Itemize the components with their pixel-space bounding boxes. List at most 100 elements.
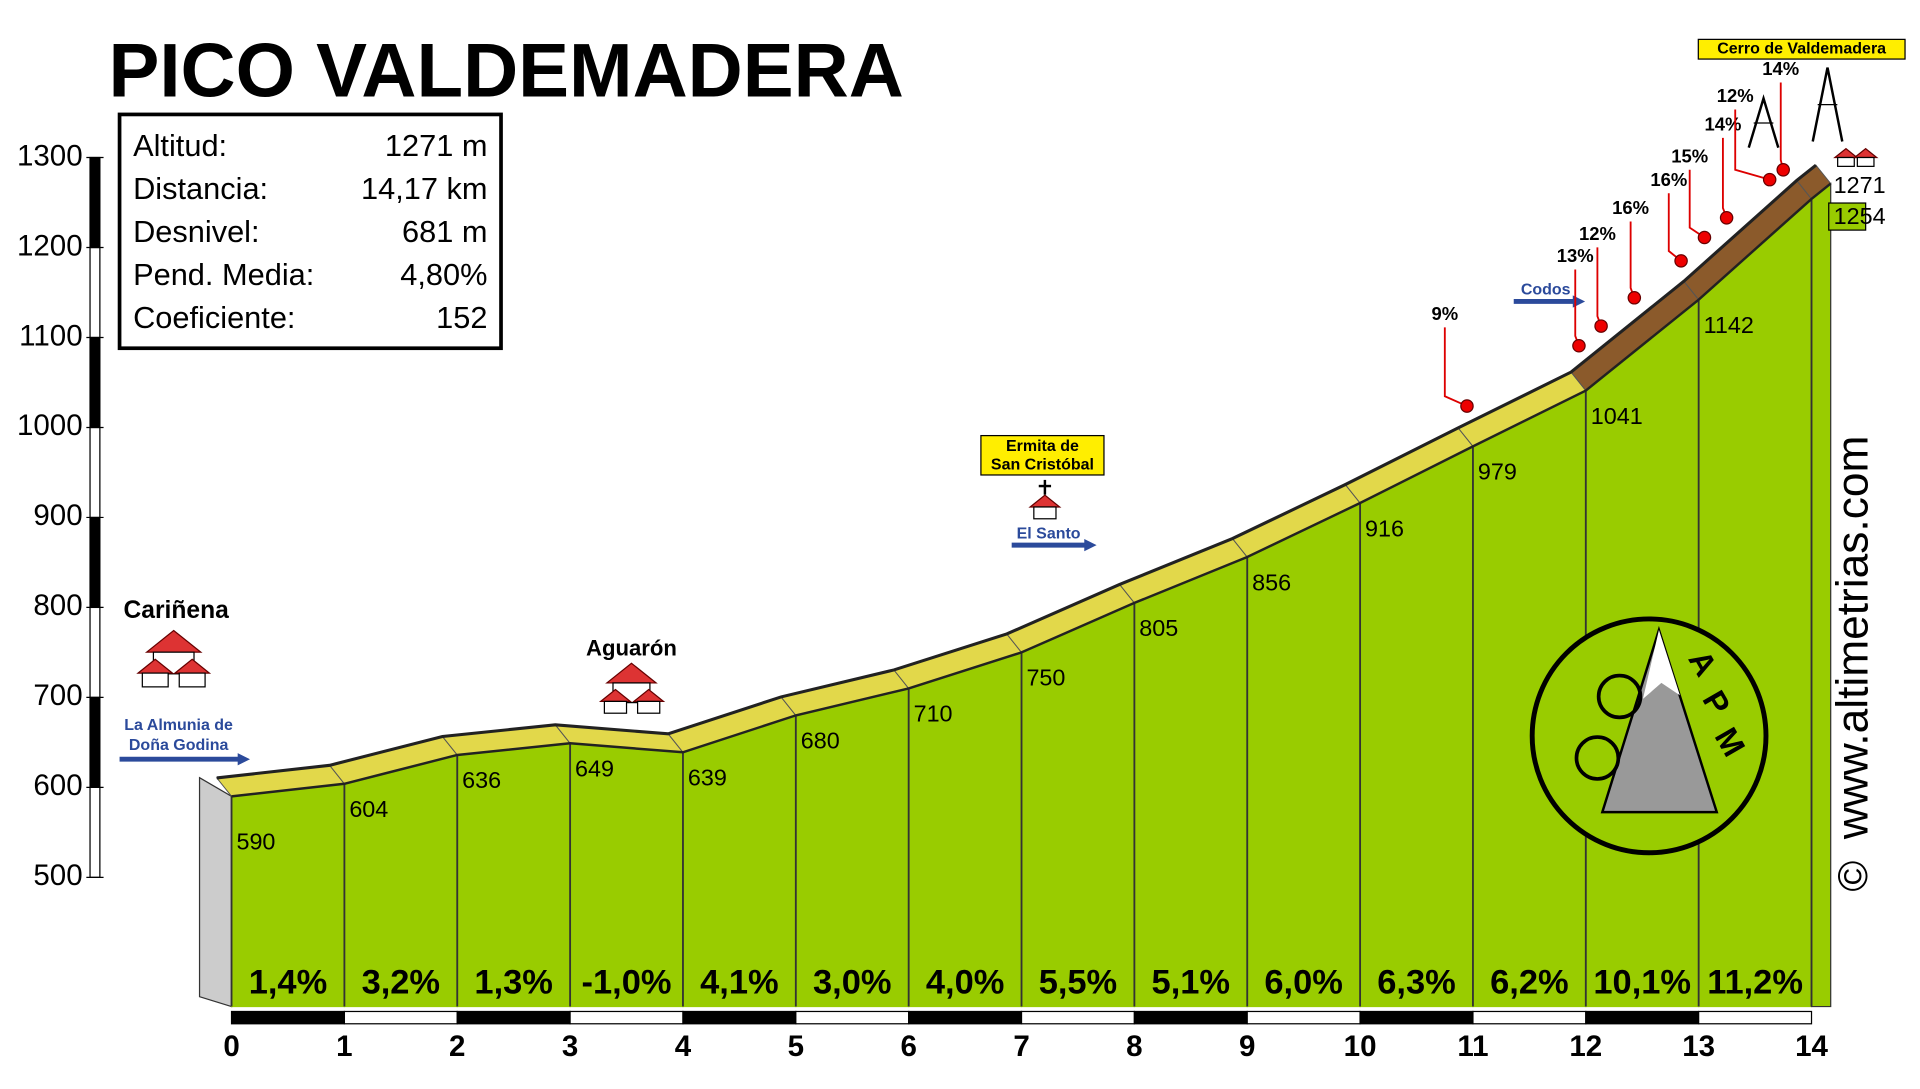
- elevation-label: 1041: [1591, 403, 1643, 429]
- y-axis-band: [89, 246, 101, 339]
- x-axis-band: [1472, 1010, 1587, 1025]
- y-axis-band: [89, 516, 101, 609]
- house-wall: [141, 672, 169, 688]
- house-roof: [1833, 147, 1859, 159]
- elevation-label: 1254: [1834, 203, 1886, 229]
- gradient-label: 3,0%: [813, 964, 892, 1002]
- x-tick-label: 0: [223, 1030, 239, 1063]
- x-tick-label: 1: [336, 1030, 352, 1063]
- steep-label: 16%: [1650, 169, 1687, 190]
- x-tick-label: 8: [1126, 1030, 1142, 1063]
- x-tick-label: 12: [1569, 1030, 1602, 1063]
- x-axis-band: [1359, 1010, 1474, 1025]
- steep-label: 16%: [1612, 197, 1649, 218]
- steep-leader: [1688, 169, 1705, 239]
- gradient-label: 3,2%: [362, 964, 441, 1002]
- pylon: [1811, 67, 1844, 142]
- summit-sign: [1697, 38, 1906, 60]
- steep-dot: [1697, 230, 1712, 245]
- y-tick-label: 1100: [19, 319, 82, 352]
- x-axis-band: [908, 1010, 1023, 1025]
- label-box: [1828, 202, 1867, 231]
- stat-label: Coeficiente:: [133, 300, 295, 335]
- steep-leader: [1667, 193, 1682, 262]
- house-wall: [603, 700, 628, 714]
- elevation-label: 979: [1478, 459, 1517, 485]
- steep-dot: [1460, 399, 1474, 413]
- x-tick-label: 2: [449, 1030, 465, 1063]
- y-tick-label: 500: [33, 859, 82, 892]
- y-tick-label: 600: [33, 769, 82, 802]
- gradient-label: 6,3%: [1377, 964, 1456, 1002]
- steep-leader: [1443, 327, 1468, 407]
- gradient-label: 5,1%: [1152, 964, 1230, 1002]
- profile-back: [216, 163, 1817, 780]
- x-axis-band: [343, 1010, 458, 1025]
- x-tick-label: 6: [900, 1030, 916, 1063]
- annotation: Cariñena: [124, 597, 230, 624]
- x-axis-band: [230, 1010, 346, 1025]
- x-tick-label: 7: [1013, 1030, 1029, 1063]
- elevation-label: 916: [1365, 515, 1404, 541]
- x-axis-band: [795, 1010, 910, 1025]
- elevation-label: 636: [462, 767, 501, 793]
- annotation: Codos: [1521, 282, 1571, 299]
- steep-label: 15%: [1671, 145, 1708, 166]
- gradient-label: 10,1%: [1593, 964, 1691, 1002]
- elevation-label: 590: [236, 828, 275, 854]
- steep-leader: [1721, 137, 1728, 219]
- chart-title: PICO VALDEMADERA: [108, 28, 903, 113]
- steep-leader: [1734, 109, 1770, 181]
- elevation-label: 639: [688, 765, 727, 791]
- logo-wheel: [1596, 673, 1643, 720]
- stat-label: Pend. Media:: [133, 257, 314, 292]
- ground-segment: [1020, 601, 1135, 1008]
- x-tick-label: 11: [1457, 1030, 1488, 1063]
- stat-label: Distancia:: [133, 171, 268, 206]
- y-tick-label: 900: [33, 499, 82, 532]
- steep-label: 12%: [1717, 85, 1754, 106]
- steep-leader: [1779, 82, 1785, 171]
- house-roof: [144, 629, 203, 653]
- x-axis-band: [1020, 1010, 1135, 1025]
- steep-dot: [1627, 291, 1642, 305]
- elevation-label: 805: [1139, 615, 1178, 641]
- x-axis-band: [1246, 1010, 1361, 1025]
- elevation-label: 680: [801, 728, 840, 754]
- stats: Altitud: 1271 m Distancia: 14,17 km Desnivel…: [133, 128, 487, 335]
- x-axis-band: [682, 1010, 797, 1025]
- arrow-head: [1084, 538, 1097, 552]
- elevation-label: 710: [914, 701, 953, 727]
- y-axis-band: [89, 696, 101, 788]
- x-tick-label: 5: [788, 1030, 804, 1063]
- steep-label: 13%: [1557, 245, 1594, 266]
- steep-dot: [1776, 163, 1790, 177]
- y-axis-band: [89, 606, 101, 699]
- x-tick-label: 10: [1344, 1030, 1377, 1063]
- steep-leader: [1596, 247, 1602, 327]
- house-wall: [636, 700, 661, 714]
- steep-dot: [1762, 172, 1777, 187]
- house-wall: [1856, 156, 1875, 167]
- stat-value: 1271 m: [385, 128, 488, 163]
- ermita-sign: [980, 434, 1105, 476]
- elevation-label: 1142: [1704, 312, 1754, 338]
- house-wall: [1837, 156, 1855, 167]
- steep-leader: [1574, 269, 1580, 347]
- annotation: Cerro de Valdemadera: [1717, 40, 1886, 57]
- gradient-label: -1,0%: [582, 964, 672, 1002]
- stats-box: [117, 112, 503, 351]
- annotation: Ermita de: [1006, 438, 1079, 455]
- copyright: ©: [1829, 861, 1876, 892]
- y-axis-band: [89, 426, 101, 519]
- profile-line: [231, 182, 1832, 798]
- stat-value: 4,80%: [400, 257, 487, 292]
- x-tick-label: 4: [675, 1030, 692, 1063]
- stat-value: 152: [436, 300, 487, 335]
- site-credit: www.altimetrias.com: [1829, 436, 1878, 841]
- annotation: La Almunia de: [124, 717, 233, 734]
- house-wall: [178, 672, 206, 688]
- logo-wheel: [1574, 735, 1621, 781]
